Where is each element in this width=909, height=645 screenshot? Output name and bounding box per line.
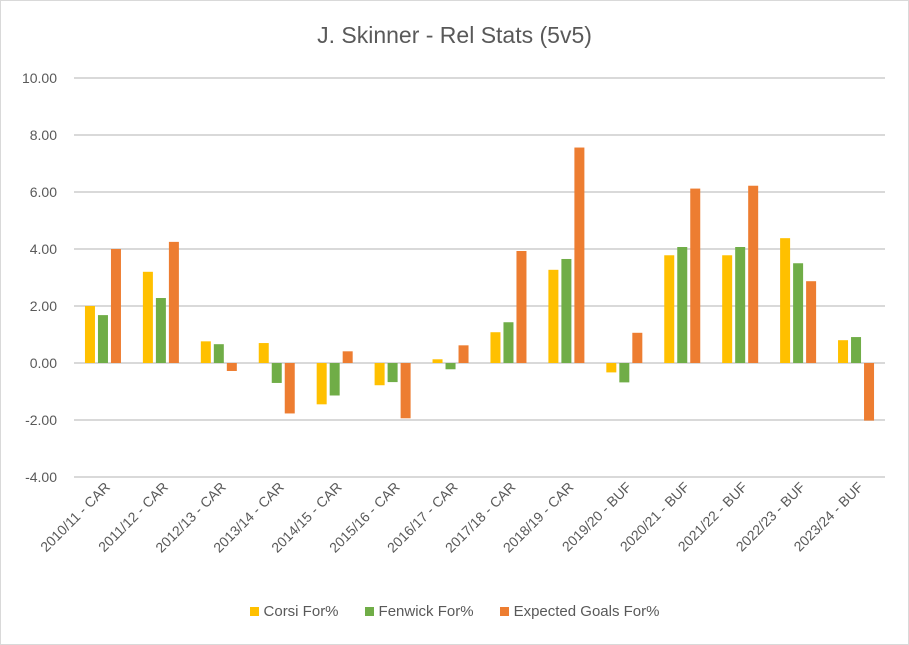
chart-title: J. Skinner - Rel Stats (5v5) [317, 22, 592, 48]
bar-fenwick-for [677, 247, 688, 363]
bar-corsi-for [258, 343, 269, 363]
y-tick-label: -2.00 [25, 412, 57, 428]
bar-fenwick-for [445, 363, 456, 370]
bar-expected-goals-for [110, 249, 121, 363]
bar-corsi-for [374, 363, 385, 386]
bar-expected-goals-for [226, 363, 237, 371]
y-tick-label: 6.00 [30, 184, 57, 200]
bar-fenwick-for [851, 337, 862, 363]
y-tick-label: 2.00 [30, 298, 57, 314]
bar-corsi-for [606, 363, 617, 373]
bar-expected-goals-for [342, 351, 353, 363]
bar-corsi-for [200, 341, 211, 363]
bar-corsi-for [142, 271, 153, 363]
bar-corsi-for [548, 269, 559, 363]
legend-swatch-corsi [249, 607, 259, 616]
bar-fenwick-for [329, 363, 340, 396]
bar-fenwick-for [793, 263, 804, 363]
bar-fenwick-for [213, 344, 224, 363]
bar-corsi-for [780, 238, 791, 363]
bar-expected-goals-for [864, 363, 875, 421]
legend-swatch-xg [499, 607, 509, 616]
bar-corsi-for [722, 255, 733, 363]
bar-fenwick-for [503, 322, 514, 363]
bar-fenwick-for [271, 363, 282, 383]
bar-fenwick-for [97, 315, 108, 363]
bar-corsi-for [316, 363, 327, 405]
bar-fenwick-for [387, 363, 398, 383]
bar-fenwick-for [155, 298, 166, 363]
legend-item-xg: Expected Goals For% [499, 603, 660, 620]
legend: Corsi For% Fenwick For% Expected Goals F… [0, 603, 909, 620]
legend-label-corsi: Corsi For% [263, 603, 339, 620]
gridlines [74, 77, 885, 478]
legend-label-fenwick: Fenwick For% [378, 603, 474, 620]
bar-expected-goals-for [284, 363, 295, 414]
y-tick-label: 10.00 [22, 70, 57, 86]
bar-fenwick-for [619, 363, 630, 383]
bar-expected-goals-for [400, 363, 411, 419]
bar-expected-goals-for [690, 188, 701, 363]
y-tick-label: 8.00 [30, 127, 57, 143]
bar-expected-goals-for [516, 250, 527, 363]
bar-corsi-for [84, 306, 95, 363]
bar-fenwick-for [735, 247, 746, 363]
bar-fenwick-for [561, 258, 572, 363]
legend-item-corsi: Corsi For% [249, 603, 339, 620]
legend-item-fenwick: Fenwick For% [364, 603, 474, 620]
bar-expected-goals-for [748, 185, 759, 363]
bar-corsi-for [838, 340, 849, 363]
bar-corsi-for [664, 255, 675, 363]
legend-label-xg: Expected Goals For% [513, 603, 660, 620]
y-tick-label: 0.00 [30, 355, 57, 371]
bar-expected-goals-for [806, 281, 817, 363]
bar-corsi-for [490, 332, 501, 363]
legend-swatch-fenwick [364, 607, 374, 616]
bar-expected-goals-for [168, 241, 179, 363]
y-tick-label: 4.00 [30, 241, 57, 257]
bar-expected-goals-for [574, 147, 585, 363]
bar-expected-goals-for [632, 332, 643, 363]
y-axis-ticks: 10.00 8.00 6.00 4.00 2.00 0.00 -2.00 -4.00 [22, 70, 57, 485]
bar-expected-goals-for [458, 345, 469, 363]
y-tick-label: -4.00 [25, 469, 57, 485]
bars [84, 147, 875, 421]
bar-corsi-for [432, 359, 443, 363]
